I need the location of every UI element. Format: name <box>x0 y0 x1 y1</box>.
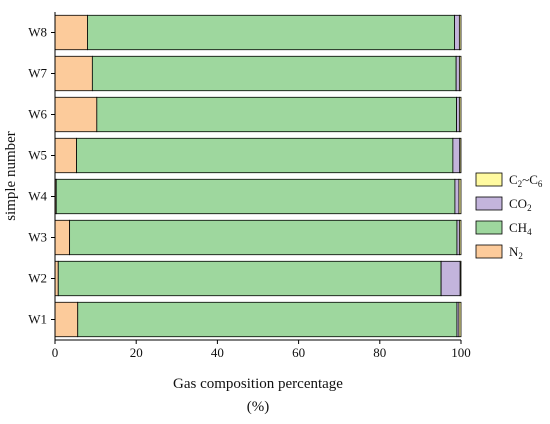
bar-w3-series-0 <box>54 219 71 256</box>
bar-w6-series-1 <box>96 96 457 133</box>
legend-swatch <box>475 244 503 259</box>
bar-w8-series-3 <box>458 14 462 51</box>
bar-w5-series-1 <box>76 137 454 174</box>
y-tick-label: W5 <box>28 148 47 163</box>
legend-label: CH4 <box>509 220 532 237</box>
bar-w6-series-0 <box>54 96 98 133</box>
legend-swatch <box>475 220 503 235</box>
bar-w5-series-2 <box>452 137 461 174</box>
x-tick-label: 80 <box>373 345 386 360</box>
bar-w2-series-2 <box>440 260 461 297</box>
y-tick-label: W2 <box>28 271 47 286</box>
y-tick-label: W3 <box>28 230 47 245</box>
x-tick-label: 40 <box>211 345 224 360</box>
bar-w1-series-0 <box>54 301 79 338</box>
y-tick-label: W6 <box>28 107 47 122</box>
bar-w1-series-1 <box>77 301 458 338</box>
bar-w7-series-3 <box>458 55 462 92</box>
legend-swatch <box>475 196 503 211</box>
axes-layer <box>54 12 461 341</box>
bar-w1-series-3 <box>458 301 462 338</box>
y-tick-label: W7 <box>28 66 47 81</box>
bar-w4-series-3 <box>458 178 462 215</box>
bar-w4-series-2 <box>454 178 460 215</box>
x-axis-unit: (%) <box>247 399 270 415</box>
bar-w8-series-2 <box>454 14 460 51</box>
bar-w8-series-1 <box>87 14 455 51</box>
bar-w2-series-3 <box>459 260 462 297</box>
y-tick-label: W4 <box>28 189 47 204</box>
legend-swatch <box>475 172 503 187</box>
bar-w7-series-0 <box>54 55 93 92</box>
y-tick-label: W1 <box>28 312 47 327</box>
x-tick-labels: 0 20 40 60 80 100 <box>52 340 471 360</box>
legend: C2~C6 CO2 CH4 N2 <box>475 172 543 261</box>
bar-w5-series-3 <box>459 137 462 174</box>
bar-w3-series-1 <box>69 219 458 256</box>
bar-w6-series-3 <box>458 96 462 133</box>
y-tick-labels: W1 W2 W3 W4 W5 W6 W7 W8 <box>28 25 55 327</box>
x-axis-label: Gas composition percentage <box>173 376 343 392</box>
legend-label: CO2 <box>509 196 532 213</box>
x-tick-label: 20 <box>130 345 143 360</box>
bar-w7-series-2 <box>455 55 460 92</box>
legend-label: C2~C6 <box>509 172 543 189</box>
bar-w4-series-1 <box>55 178 456 215</box>
x-tick-label: 0 <box>52 345 59 360</box>
y-tick-label: W8 <box>28 25 47 40</box>
bar-w5-series-0 <box>54 137 77 174</box>
bar-w7-series-1 <box>91 55 457 92</box>
bar-w6-series-2 <box>456 96 460 133</box>
legend-label: N2 <box>509 244 523 261</box>
bar-w8-series-0 <box>54 14 88 51</box>
bar-w2-series-1 <box>57 260 442 297</box>
y-axis-label: simple number <box>3 131 19 221</box>
x-tick-label: 60 <box>292 345 305 360</box>
bars-layer <box>54 14 462 338</box>
x-tick-label: 100 <box>451 345 471 360</box>
bar-w3-series-3 <box>458 219 462 256</box>
